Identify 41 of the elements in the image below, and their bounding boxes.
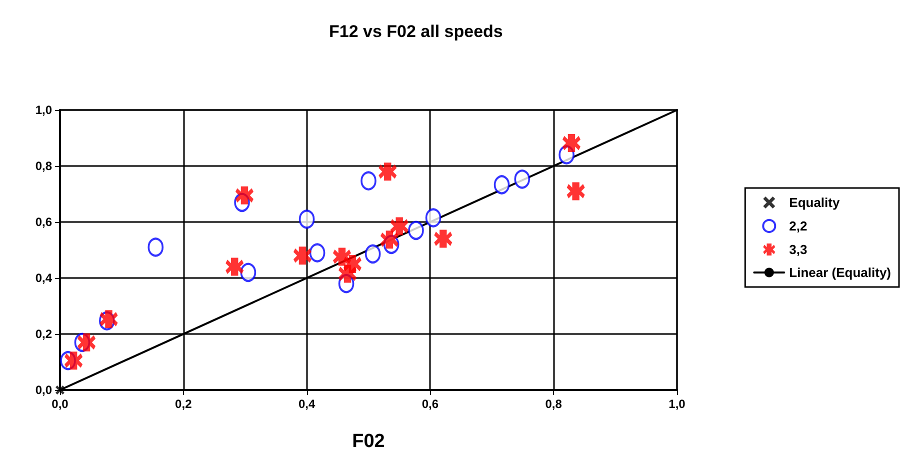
- x-tick-label: 0,4: [298, 397, 316, 411]
- legend-label: 3,3: [789, 242, 808, 257]
- point: [566, 182, 585, 200]
- point: [364, 244, 381, 264]
- point: [235, 186, 254, 204]
- point: [434, 230, 452, 248]
- legend-label: Equality: [789, 195, 840, 210]
- point: [309, 243, 326, 262]
- point: [148, 238, 164, 257]
- y-tick-label: 0,0: [35, 383, 52, 397]
- x-tick-label: 0,8: [545, 397, 562, 411]
- y-tick-label: 0,6: [35, 215, 52, 229]
- y-tick-label: 0,8: [35, 159, 52, 173]
- y-tick-label: 0,4: [35, 271, 52, 285]
- point: [78, 333, 96, 352]
- x-tick-label: 0,2: [175, 397, 192, 411]
- x-tick-label: 1,0: [668, 397, 686, 411]
- legend-label: Linear (Equality): [789, 265, 892, 280]
- point: [408, 220, 424, 240]
- legend-label: 2,2: [789, 218, 808, 234]
- point: [293, 246, 312, 265]
- point: [562, 134, 580, 152]
- point: [514, 170, 530, 189]
- y-tick-label: 1,0: [35, 103, 52, 117]
- y-tick-label: 0,2: [35, 327, 52, 341]
- point: [100, 310, 118, 328]
- x-axis-title: F02: [352, 431, 385, 452]
- point: [494, 175, 510, 194]
- point: [425, 208, 442, 228]
- chart-title: F12 vs F02 all speeds: [329, 22, 503, 41]
- point: [380, 230, 398, 249]
- point: [298, 210, 315, 229]
- point: [64, 352, 83, 370]
- x-tick-label: 0,0: [52, 397, 69, 411]
- point: [338, 264, 357, 283]
- point: [240, 262, 256, 282]
- point: [390, 217, 408, 236]
- x-tick-label: 0,6: [422, 397, 439, 411]
- point: [360, 171, 376, 190]
- point: [378, 162, 397, 181]
- point: [226, 258, 244, 276]
